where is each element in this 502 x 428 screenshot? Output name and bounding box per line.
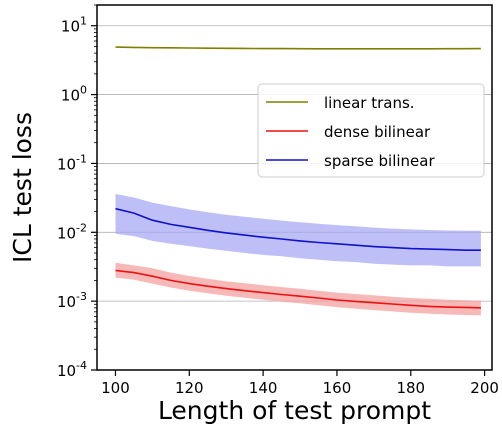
- legend-box: [257, 83, 485, 178]
- x-tick-label: 140: [249, 379, 278, 397]
- y-tick-label: 10-3: [57, 290, 87, 311]
- series-lines: [115, 46, 481, 309]
- y-tick-label: 10-1: [57, 152, 87, 173]
- y-axis: 10-4 10-3 10-2 10-1 100 101: [57, 4, 97, 380]
- legend: linear trans. dense bilinear sparse biline…: [257, 83, 485, 178]
- grid-lines: [97, 25, 492, 371]
- x-tick-label: 200: [470, 379, 499, 397]
- legend-label: linear trans.: [324, 94, 415, 112]
- y-tick-label: 10-2: [57, 221, 87, 242]
- x-axis: 100 120 140 160 180 200: [101, 370, 499, 397]
- confidence-band: [115, 194, 481, 267]
- x-axis-label: Length of test prompt: [158, 396, 431, 425]
- x-tick-label: 180: [396, 379, 425, 397]
- x-tick-label: 120: [175, 379, 204, 397]
- x-tick-label: 100: [101, 379, 130, 397]
- y-tick-label: 101: [61, 15, 87, 36]
- confidence-bands: [115, 194, 481, 316]
- x-tick-label: 160: [323, 379, 352, 397]
- y-tick-label: 100: [61, 84, 87, 105]
- legend-label: sparse bilinear: [324, 152, 435, 170]
- legend-label: dense bilinear: [324, 123, 431, 141]
- series-line: [115, 207, 481, 251]
- series-line: [115, 269, 481, 309]
- plot-frame: [96, 4, 493, 371]
- y-tick-label: 10-4: [57, 359, 87, 380]
- confidence-band: [115, 262, 481, 316]
- series-line: [115, 46, 481, 50]
- y-axis-label: ICL test loss: [8, 112, 37, 263]
